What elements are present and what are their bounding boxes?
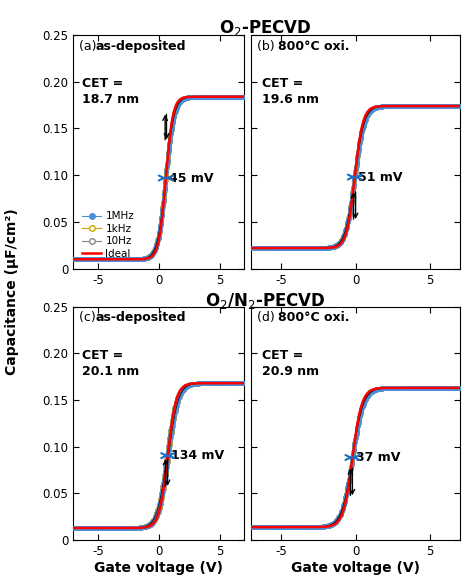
Text: 37 mV: 37 mV (356, 451, 400, 464)
Text: CET =
19.6 nm: CET = 19.6 nm (262, 77, 319, 106)
Text: CET =
20.9 nm: CET = 20.9 nm (262, 349, 319, 378)
Text: 800°C oxi.: 800°C oxi. (278, 40, 350, 53)
Text: 51 mV: 51 mV (358, 171, 402, 183)
Text: O$_2$-PECVD: O$_2$-PECVD (219, 18, 312, 37)
Text: O$_2$/N$_2$-PECVD: O$_2$/N$_2$-PECVD (205, 291, 326, 311)
Text: as-deposited: as-deposited (96, 311, 186, 324)
Text: (a): (a) (79, 40, 100, 53)
Text: (b): (b) (257, 40, 279, 53)
Text: as-deposited: as-deposited (96, 40, 186, 53)
Text: 134 mV: 134 mV (171, 449, 224, 462)
Text: (d): (d) (257, 311, 279, 324)
Text: Capacitance (μF/cm²): Capacitance (μF/cm²) (5, 208, 19, 376)
X-axis label: Gate voltage (V): Gate voltage (V) (291, 561, 420, 575)
Legend: 1MHz, 1kHz, 10Hz, Ideal: 1MHz, 1kHz, 10Hz, Ideal (81, 209, 136, 261)
Text: (c): (c) (79, 311, 100, 324)
Text: CET =
18.7 nm: CET = 18.7 nm (82, 77, 139, 106)
Text: 800°C oxi.: 800°C oxi. (278, 311, 350, 324)
Text: 45 mV: 45 mV (169, 172, 213, 185)
Text: CET =
20.1 nm: CET = 20.1 nm (82, 349, 139, 378)
X-axis label: Gate voltage (V): Gate voltage (V) (94, 561, 223, 575)
